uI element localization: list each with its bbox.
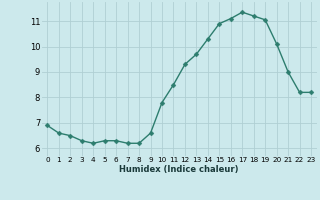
X-axis label: Humidex (Indice chaleur): Humidex (Indice chaleur) <box>119 165 239 174</box>
